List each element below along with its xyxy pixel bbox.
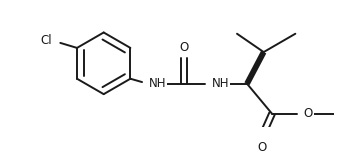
Text: O: O [304,107,313,120]
Text: NH: NH [212,77,230,90]
Text: O: O [179,41,188,54]
Text: O: O [257,141,267,152]
Text: NH: NH [149,77,166,90]
Text: Cl: Cl [40,34,52,47]
